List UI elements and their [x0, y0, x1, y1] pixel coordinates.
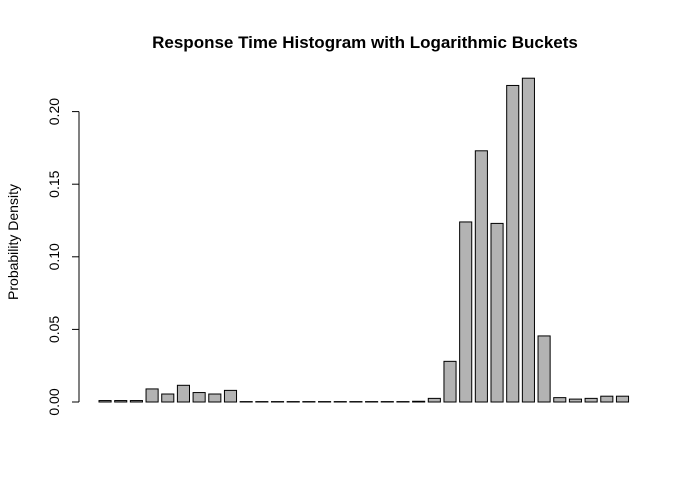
histogram-bar	[114, 400, 128, 403]
histogram-bar	[208, 393, 222, 403]
histogram-bar	[98, 400, 112, 403]
chart-title: Response Time Histogram with Logarithmic…	[152, 33, 578, 52]
histogram-bar	[615, 395, 630, 403]
histogram-bar	[161, 393, 175, 403]
histogram-bar	[176, 384, 190, 403]
histogram-bar	[568, 398, 583, 403]
y-axis-label: Probability Density	[5, 184, 21, 300]
histogram-bar	[600, 395, 614, 403]
histogram-bar	[474, 150, 488, 403]
y-tick-label: 0.05	[46, 316, 62, 343]
y-tick-label: 0.00	[46, 388, 62, 415]
histogram-bar	[459, 221, 473, 403]
y-axis: 0.00 0.05 0.10 0.15 0.20	[46, 98, 80, 416]
bars-group	[98, 77, 630, 403]
histogram-bar	[129, 400, 143, 403]
histogram-bar	[223, 389, 238, 403]
histogram-bar	[427, 397, 441, 403]
y-tick-label: 0.10	[46, 243, 62, 270]
histogram-bar	[412, 400, 426, 403]
y-tick-label: 0.20	[46, 98, 62, 125]
histogram-bar	[506, 84, 520, 403]
y-tick-label: 0.15	[46, 170, 62, 197]
histogram-bar	[490, 222, 504, 403]
histogram-bar	[584, 397, 598, 403]
histogram-bar	[145, 388, 159, 403]
histogram-bar	[537, 335, 551, 403]
histogram-bar	[521, 77, 535, 403]
histogram-bar	[443, 360, 457, 403]
histogram-bar	[192, 392, 206, 403]
histogram-bar	[553, 397, 567, 403]
